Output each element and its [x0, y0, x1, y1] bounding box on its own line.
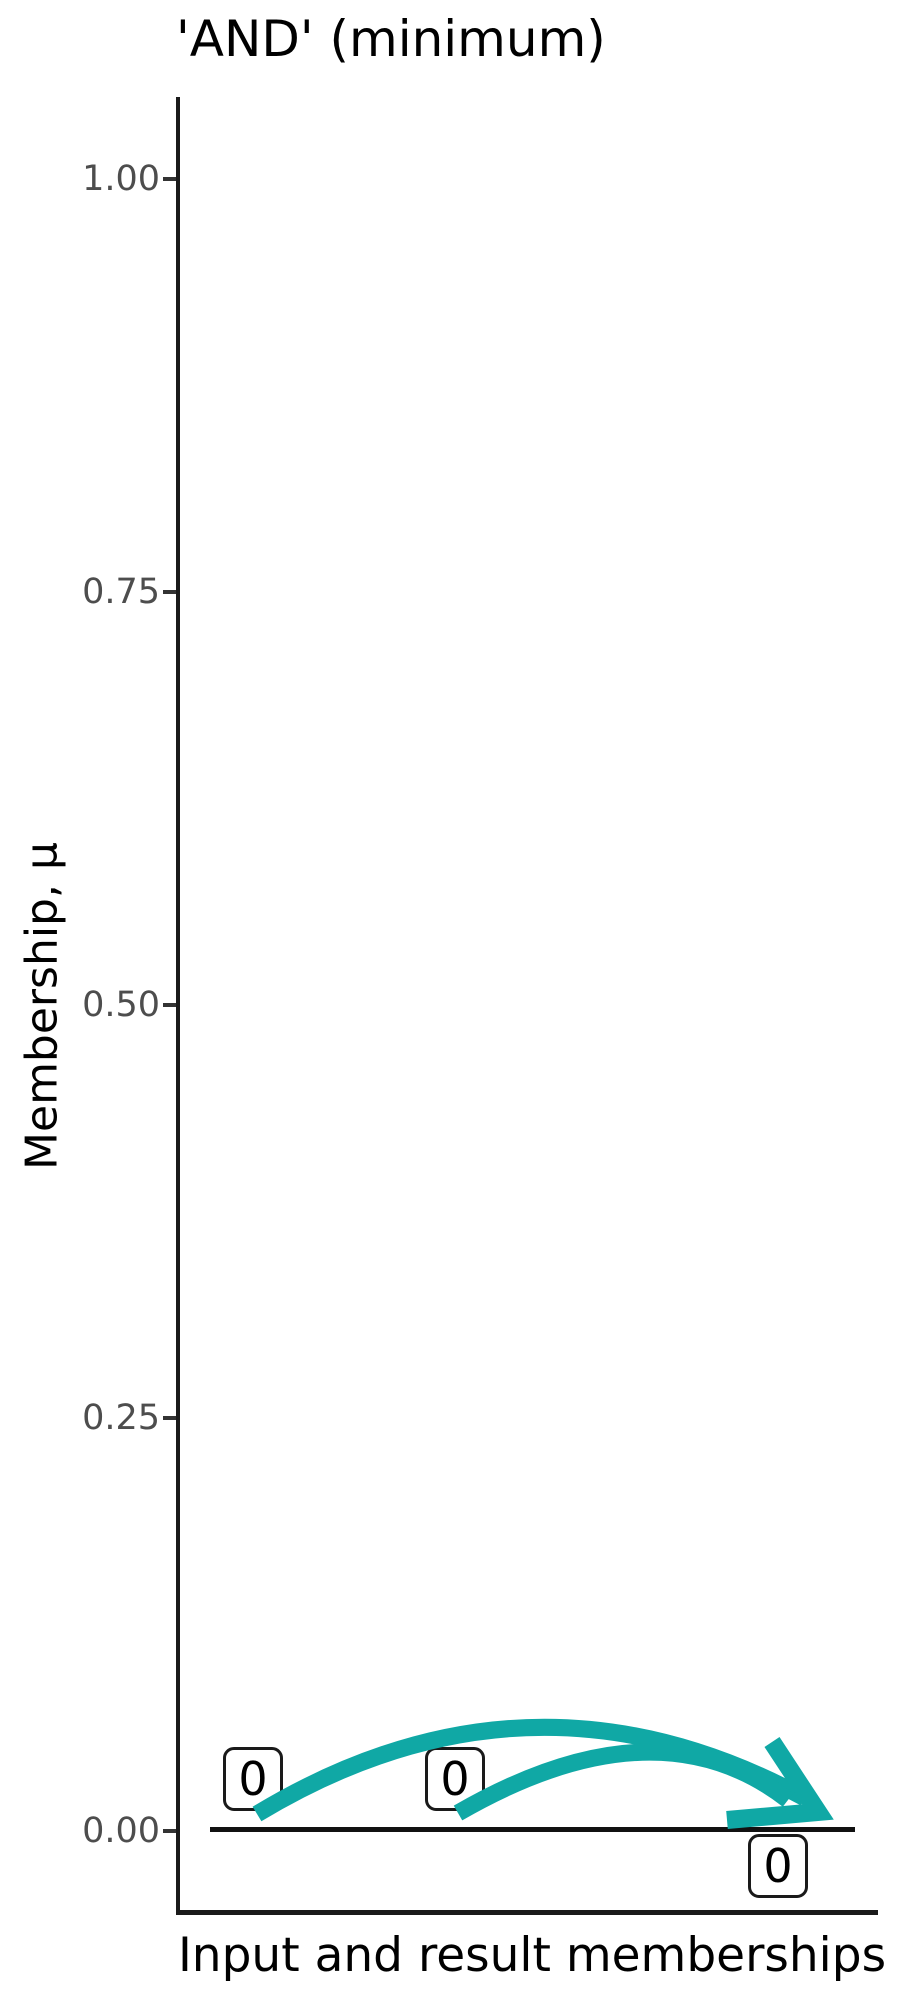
arrowhead-icon [726, 1737, 834, 1829]
input-1-value: 0 [238, 1752, 268, 1806]
y-tick-mark-1.00 [163, 177, 176, 181]
y-tick-label-0.25: 0.25 [82, 1398, 160, 1438]
input-2-label-box: 0 [425, 1747, 485, 1811]
y-tick-label-0.00: 0.00 [82, 1811, 160, 1851]
y-tick-mark-0.50 [163, 1003, 176, 1007]
y-tick-mark-0.25 [163, 1416, 176, 1420]
zero-membership-line [210, 1827, 855, 1832]
result-label-box: 0 [748, 1834, 808, 1898]
y-tick-mark-0.00 [163, 1829, 176, 1833]
y-tick-label-0.75: 0.75 [82, 572, 160, 612]
y-tick-label-1.00: 1.00 [82, 159, 160, 199]
arrow-input-2-to-result [453, 1743, 794, 1821]
y-axis-line [176, 97, 180, 1915]
plot-title: 'AND' (minimum) [176, 10, 606, 68]
arrow-input-1-to-result [252, 1718, 810, 1822]
input-1-label-box: 0 [223, 1747, 283, 1811]
x-axis-title: Input and result memberships [177, 1928, 887, 1983]
result-value: 0 [763, 1839, 793, 1893]
y-tick-label-0.50: 0.50 [82, 985, 160, 1025]
x-axis-line [176, 1910, 878, 1915]
y-tick-mark-0.75 [163, 590, 176, 594]
input-2-value: 0 [440, 1752, 470, 1806]
